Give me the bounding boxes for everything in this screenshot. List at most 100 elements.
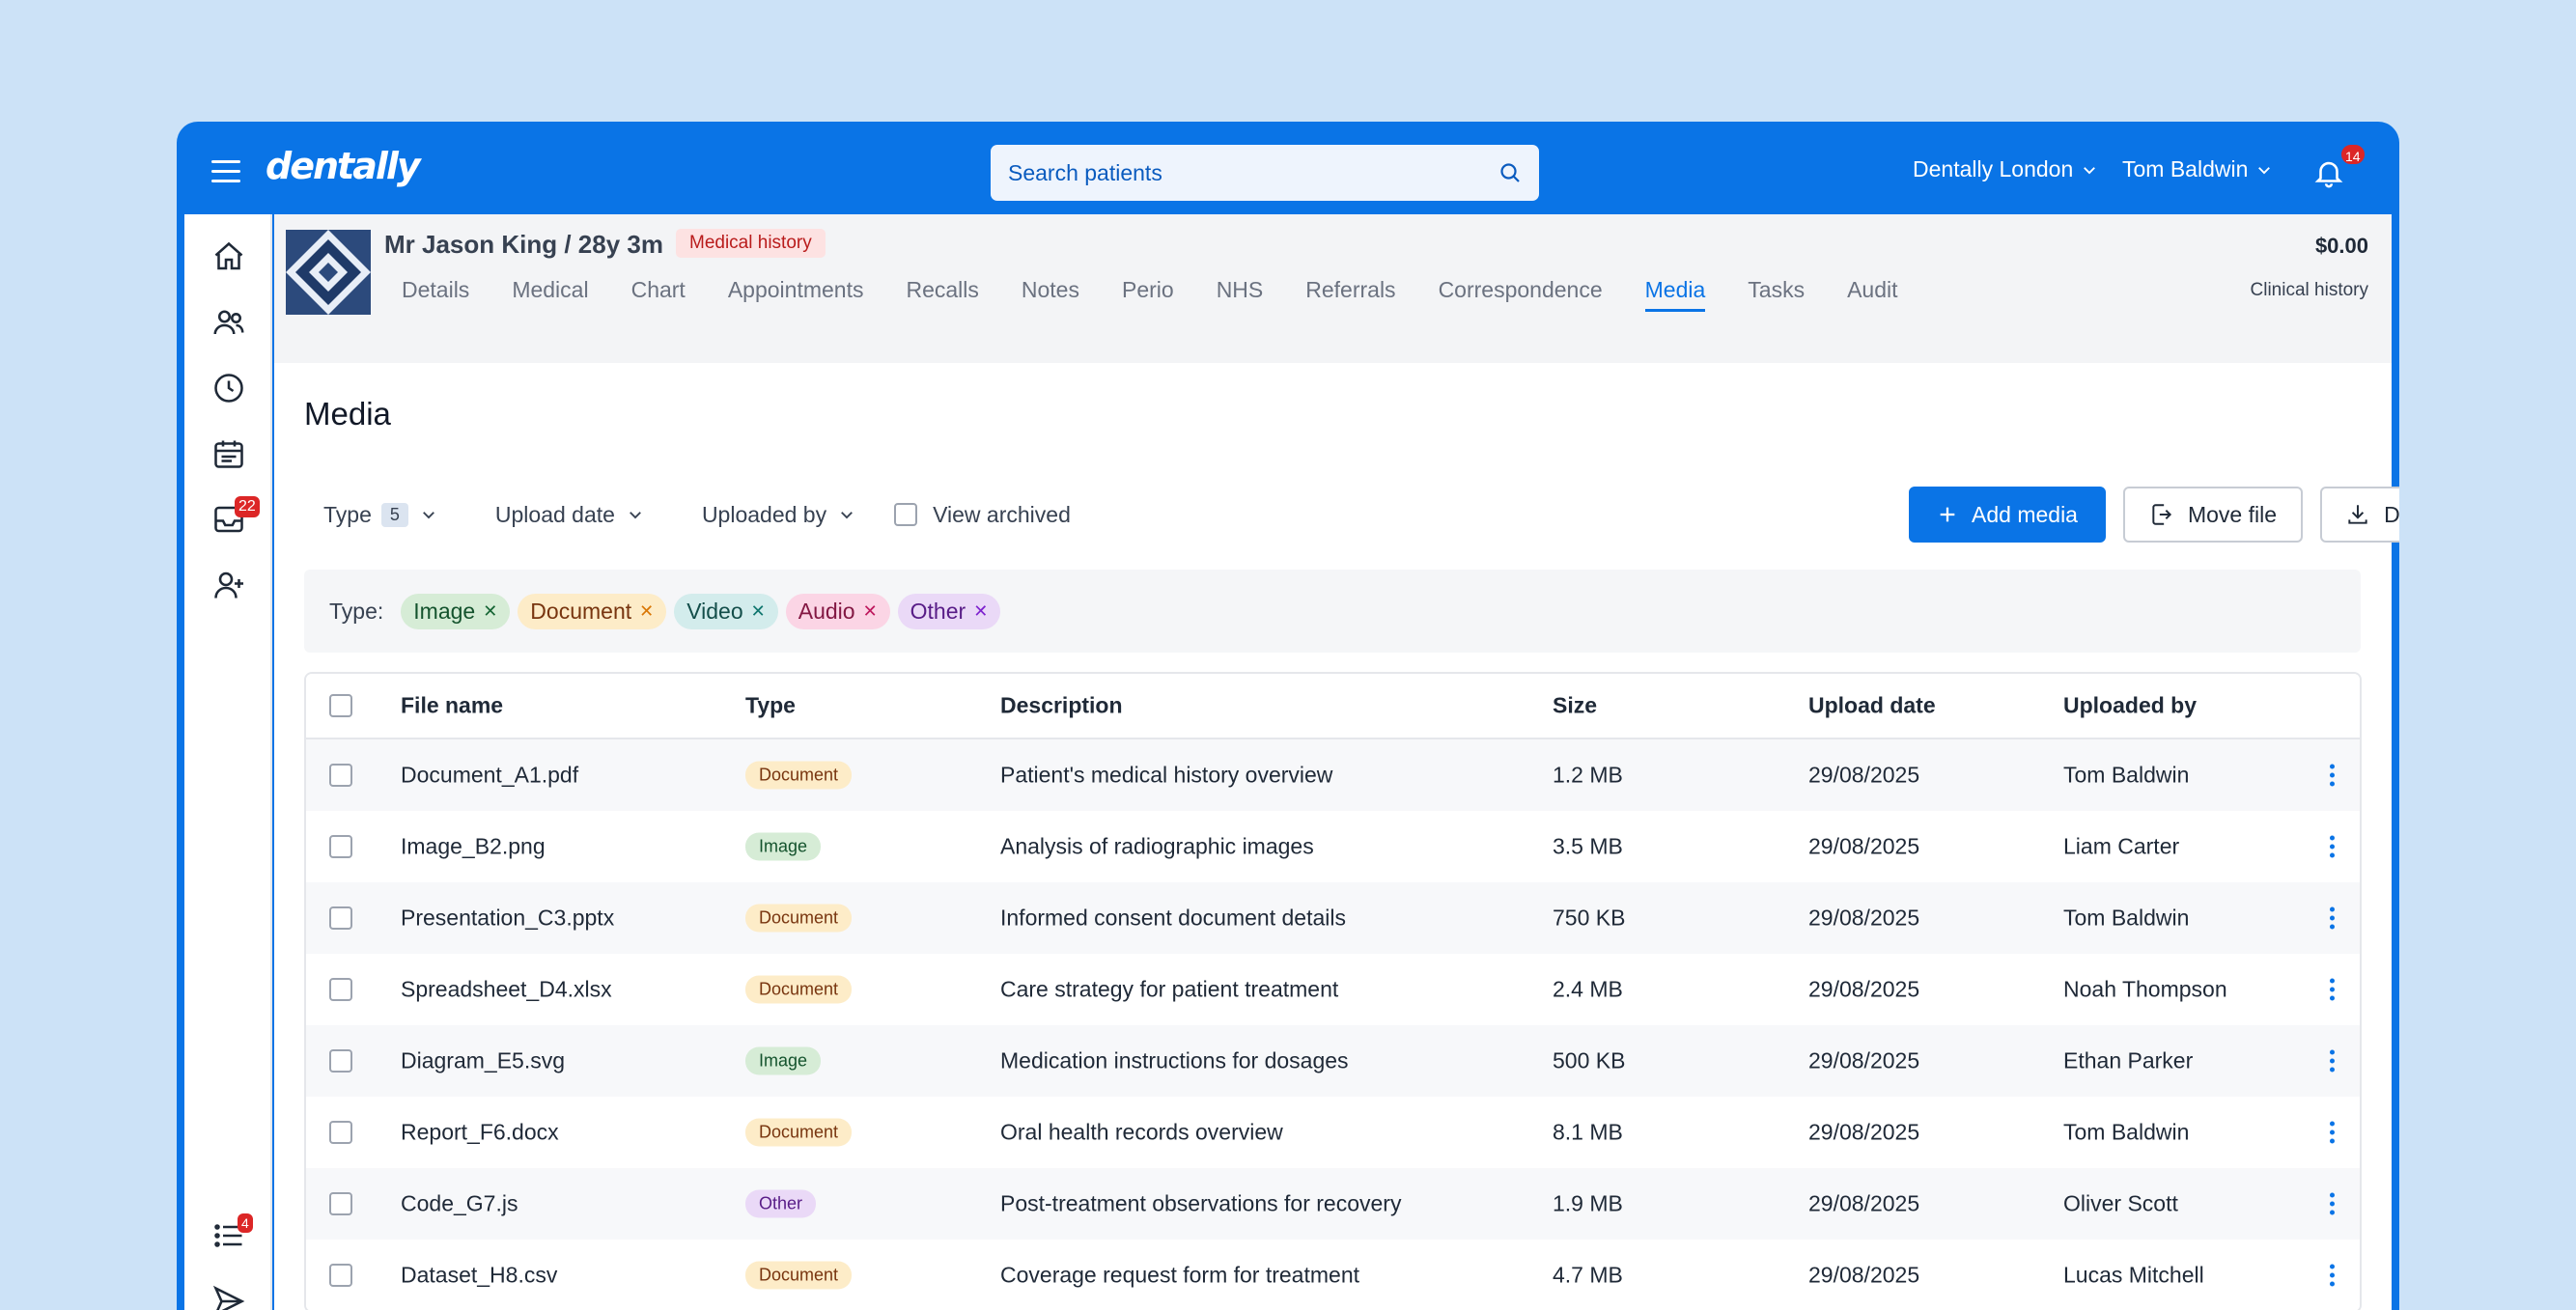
row-actions-icon[interactable] bbox=[2330, 1121, 2336, 1144]
type-badge: Image bbox=[745, 832, 822, 861]
table-row[interactable]: Presentation_C3.pptx Informed consent doc… bbox=[306, 882, 2360, 954]
col-description[interactable]: Description bbox=[1000, 692, 1123, 718]
inbox-icon[interactable] bbox=[211, 502, 246, 537]
remove-chip-icon[interactable]: ✕ bbox=[639, 600, 655, 621]
row-actions-icon[interactable] bbox=[2330, 1049, 2336, 1073]
file-name-cell[interactable]: Dataset_H8.csv bbox=[401, 1262, 558, 1288]
user-menu[interactable]: Tom Baldwin bbox=[2122, 156, 2273, 182]
tab-audit[interactable]: Audit bbox=[1847, 277, 1898, 302]
file-name-cell[interactable]: Presentation_C3.pptx bbox=[401, 905, 615, 931]
select-all-checkbox[interactable] bbox=[329, 694, 352, 717]
search-input[interactable] bbox=[1008, 159, 1498, 186]
table-row[interactable]: Spreadsheet_D4.xlsx Care strategy for pat… bbox=[306, 954, 2360, 1025]
tab-nhs[interactable]: NHS bbox=[1216, 277, 1264, 302]
list-icon[interactable] bbox=[211, 1218, 246, 1253]
download-icon bbox=[2348, 505, 2367, 524]
row-checkbox[interactable] bbox=[329, 1192, 352, 1215]
remove-chip-icon[interactable]: ✕ bbox=[973, 600, 989, 621]
table-row[interactable]: Dataset_H8.csv Coverage request form for … bbox=[306, 1240, 2360, 1310]
file-name-cell[interactable]: Document_A1.pdf bbox=[401, 762, 579, 788]
table-row[interactable]: Report_F6.docx Oral health records overvi… bbox=[306, 1097, 2360, 1168]
table-body: Document_A1.pdf Patient's medical history… bbox=[306, 739, 2360, 1310]
tab-appointments[interactable]: Appointments bbox=[727, 277, 864, 302]
table-row[interactable]: Image_B2.png Analysis of radiographic ima… bbox=[306, 811, 2360, 882]
remove-chip-icon[interactable]: ✕ bbox=[750, 600, 766, 621]
page-title: Media bbox=[304, 396, 391, 432]
col-uploaded-by[interactable]: Uploaded by bbox=[2063, 692, 2198, 718]
remove-chip-icon[interactable]: ✕ bbox=[862, 600, 878, 621]
uploaded-by-filter[interactable]: Uploaded by bbox=[683, 502, 855, 528]
search-box[interactable] bbox=[991, 145, 1539, 201]
filter-chip-label: Audio bbox=[798, 598, 855, 624]
col-size[interactable]: Size bbox=[1553, 692, 1598, 718]
view-archived-checkbox[interactable] bbox=[894, 503, 918, 526]
upload-date-filter[interactable]: Upload date bbox=[476, 502, 644, 528]
practice-selector[interactable]: Dentally London bbox=[1913, 156, 2098, 182]
upload-date-cell: 29/08/2025 bbox=[1808, 1190, 1920, 1216]
row-actions-icon[interactable] bbox=[2330, 764, 2336, 787]
row-actions-icon[interactable] bbox=[2330, 1264, 2336, 1287]
menu-icon[interactable] bbox=[211, 160, 240, 182]
tab-medical[interactable]: Medical bbox=[512, 277, 589, 302]
row-actions-icon[interactable] bbox=[2330, 906, 2336, 930]
clinical-history-link[interactable]: Clinical history bbox=[2250, 280, 2368, 300]
row-checkbox[interactable] bbox=[329, 835, 352, 858]
row-actions-icon[interactable] bbox=[2330, 978, 2336, 1001]
row-actions-icon[interactable] bbox=[2330, 1192, 2336, 1215]
tab-recalls[interactable]: Recalls bbox=[906, 277, 979, 302]
uploaded-by-cell: Tom Baldwin bbox=[2063, 762, 2190, 788]
add-media-button[interactable]: Add media bbox=[1909, 487, 2106, 543]
table-row[interactable]: Document_A1.pdf Patient's medical history… bbox=[306, 739, 2360, 811]
bell-icon[interactable] bbox=[2312, 156, 2345, 189]
row-checkbox[interactable] bbox=[329, 978, 352, 1001]
row-actions-icon[interactable] bbox=[2330, 835, 2336, 858]
tab-tasks[interactable]: Tasks bbox=[1748, 277, 1806, 302]
search-icon[interactable] bbox=[1498, 161, 1522, 184]
medical-history-badge[interactable]: Medical history bbox=[676, 229, 826, 258]
type-filter[interactable]: Type 5 bbox=[304, 502, 437, 528]
add-user-icon[interactable] bbox=[211, 568, 246, 602]
row-checkbox[interactable] bbox=[329, 764, 352, 787]
send-icon[interactable] bbox=[211, 1284, 246, 1310]
file-name-cell[interactable]: Code_G7.js bbox=[401, 1190, 518, 1216]
type-badge: Document bbox=[745, 1261, 853, 1290]
logo[interactable]: dentally bbox=[266, 145, 421, 187]
tab-notes[interactable]: Notes bbox=[1021, 277, 1079, 302]
col-upload-date[interactable]: Upload date bbox=[1808, 692, 1936, 718]
media-table: File name Type Description Size Upload d… bbox=[304, 672, 2362, 1310]
table-row[interactable]: Code_G7.js Post-treatment observations fo… bbox=[306, 1168, 2360, 1240]
row-checkbox[interactable] bbox=[329, 1264, 352, 1287]
upload-date-filter-label: Upload date bbox=[494, 501, 615, 527]
tab-details[interactable]: Details bbox=[402, 277, 470, 302]
clock-icon[interactable] bbox=[211, 371, 246, 405]
row-checkbox[interactable] bbox=[329, 1049, 352, 1073]
file-name-cell[interactable]: Report_F6.docx bbox=[401, 1119, 559, 1145]
col-file-name[interactable]: File name bbox=[401, 692, 504, 718]
row-checkbox[interactable] bbox=[329, 906, 352, 930]
table-header: File name Type Description Size Upload d… bbox=[306, 674, 2360, 739]
home-icon[interactable] bbox=[211, 239, 246, 274]
col-type[interactable]: Type bbox=[745, 692, 796, 718]
tab-chart[interactable]: Chart bbox=[630, 277, 686, 302]
filter-chip-label: Document bbox=[530, 598, 632, 624]
tab-referrals[interactable]: Referrals bbox=[1305, 277, 1396, 302]
file-name-cell[interactable]: Diagram_E5.svg bbox=[401, 1047, 566, 1073]
calendar-icon[interactable] bbox=[211, 436, 246, 471]
tab-correspondence[interactable]: Correspondence bbox=[1438, 277, 1603, 302]
patients-icon[interactable] bbox=[211, 305, 246, 340]
row-checkbox[interactable] bbox=[329, 1121, 352, 1144]
upload-date-cell: 29/08/2025 bbox=[1808, 1047, 1920, 1073]
patient-avatar[interactable] bbox=[286, 230, 371, 315]
download-all-button[interactable]: Download all bbox=[2320, 487, 2399, 543]
file-name-cell[interactable]: Image_B2.png bbox=[401, 833, 546, 859]
table-row[interactable]: Diagram_E5.svg Medication instructions fo… bbox=[306, 1025, 2360, 1097]
description-cell: Oral health records overview bbox=[1000, 1119, 1283, 1145]
tab-perio[interactable]: Perio bbox=[1121, 277, 1174, 302]
file-name-cell[interactable]: Spreadsheet_D4.xlsx bbox=[401, 976, 612, 1002]
remove-chip-icon[interactable]: ✕ bbox=[483, 600, 498, 621]
tab-media[interactable]: Media bbox=[1644, 277, 1706, 312]
size-cell: 4.7 MB bbox=[1553, 1262, 1623, 1288]
move-file-button[interactable]: Move file bbox=[2123, 487, 2303, 543]
view-archived-toggle[interactable]: View archived bbox=[894, 502, 1071, 528]
notification-badge: 14 bbox=[2339, 143, 2366, 166]
